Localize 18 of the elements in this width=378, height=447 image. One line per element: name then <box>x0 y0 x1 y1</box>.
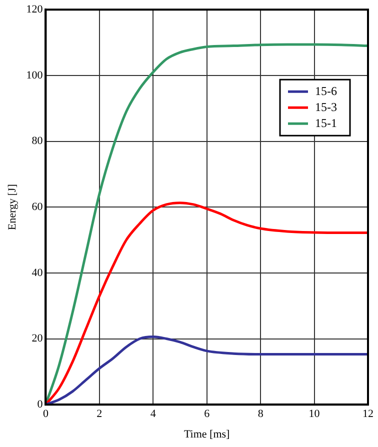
x-tick-label: 2 <box>96 408 102 420</box>
x-axis-title: Time [ms] <box>184 428 230 440</box>
y-tick-label: 100 <box>26 69 44 82</box>
y-tick-label: 60 <box>32 200 44 213</box>
y-tick-label: 20 <box>32 332 44 345</box>
y-tick-label: 0 <box>37 398 44 410</box>
x-tick-label: 4 <box>150 408 156 420</box>
x-tick-label: 6 <box>204 408 210 420</box>
x-tick-label: 10 <box>308 408 320 420</box>
y-tick-label: 80 <box>32 135 44 148</box>
x-tick-label: 8 <box>258 408 264 420</box>
x-tick-label: 12 <box>362 408 374 420</box>
legend-label: 15-3 <box>315 100 337 114</box>
y-tick-label: 40 <box>32 266 44 279</box>
y-axis-title: Energy [J] <box>6 184 18 230</box>
legend-label: 15-1 <box>315 116 337 130</box>
y-tick-label: 120 <box>26 3 44 16</box>
legend-label: 15-6 <box>315 84 337 98</box>
